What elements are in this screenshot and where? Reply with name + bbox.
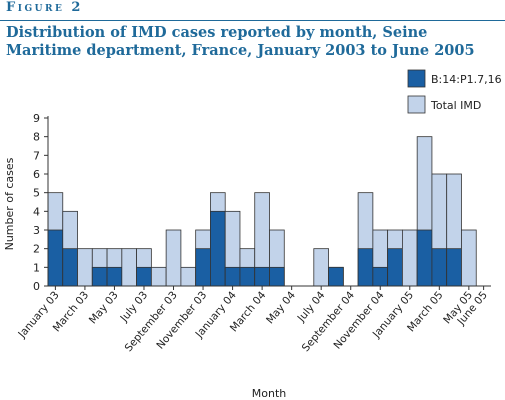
bar-strain-dec-03 — [210, 210, 226, 287]
bar-strain-apr-05 — [446, 248, 462, 287]
bar-total-mar-03 — [77, 248, 93, 287]
x-tick-label: September 03 — [123, 289, 180, 354]
y-tick-label: 5 — [33, 187, 40, 200]
bar-total-jan-05 — [401, 229, 418, 287]
bar-strain-jan-03 — [47, 229, 64, 287]
bar-strain-jan-04 — [224, 266, 241, 287]
x-axis-label: Month — [252, 387, 287, 400]
bar-total-aug-03 — [150, 266, 167, 287]
bar-strain-feb-05 — [416, 229, 433, 287]
figure-rule — [0, 20, 505, 21]
bar-strain-aug-04 — [328, 266, 344, 287]
bar-strain-feb-04 — [239, 266, 256, 287]
figure-label: Figure 2 — [6, 0, 83, 15]
y-tick-label: 3 — [33, 224, 40, 237]
y-tick-label: 1 — [33, 261, 40, 274]
legend: B:14:P1.7,16 Total IMD — [407, 69, 502, 114]
y-tick-label: 8 — [33, 131, 40, 144]
bar-strain-dec-04 — [387, 248, 403, 287]
bar-strain-mar-05 — [431, 248, 448, 287]
x-tick-label: May 03 — [87, 289, 121, 326]
legend-item-strain-label: B:14:P1.7,16 — [431, 73, 502, 86]
bar-strain-may-03 — [106, 266, 123, 287]
y-axis-label: Number of cases — [3, 157, 16, 250]
bar-strain-nov-03 — [195, 248, 211, 287]
y-tick-label: 0 — [33, 280, 40, 293]
legend-item-total-swatch — [407, 95, 426, 114]
y-tick-label: 9 — [33, 112, 40, 125]
bar-total-oct-03 — [180, 266, 197, 287]
bar-total-sep-03 — [165, 229, 182, 287]
bar-total-jul-04 — [313, 248, 329, 287]
y-tick-label: 2 — [33, 243, 40, 256]
bar-total-may-05 — [461, 229, 477, 287]
legend-item-total-label: Total IMD — [430, 99, 481, 112]
y-tick-label: 6 — [33, 168, 40, 181]
bar-strain-jul-03 — [136, 266, 152, 287]
bar-total-jun-03 — [121, 248, 138, 287]
x-tick-label: January 03 — [16, 289, 62, 341]
chart-title: Distribution of IMD cases reported by mo… — [6, 24, 475, 59]
bar-strain-feb-03 — [62, 248, 78, 287]
y-tick-label: 7 — [33, 149, 40, 162]
x-tick-label: May 04 — [264, 289, 298, 326]
bars-group — [47, 136, 477, 287]
x-tick-label: September 04 — [300, 289, 357, 354]
y-tick-label: 4 — [33, 205, 40, 218]
bar-strain-apr-03 — [91, 266, 108, 287]
legend-item-strain-swatch — [407, 69, 426, 88]
y-axis: 0 1 2 3 4 5 6 7 8 9 — [33, 112, 49, 293]
bar-strain-apr-04 — [269, 266, 285, 287]
bar-strain-nov-04 — [372, 266, 389, 287]
bar-strain-oct-04 — [357, 248, 374, 287]
bar-strain-mar-04 — [254, 266, 270, 287]
